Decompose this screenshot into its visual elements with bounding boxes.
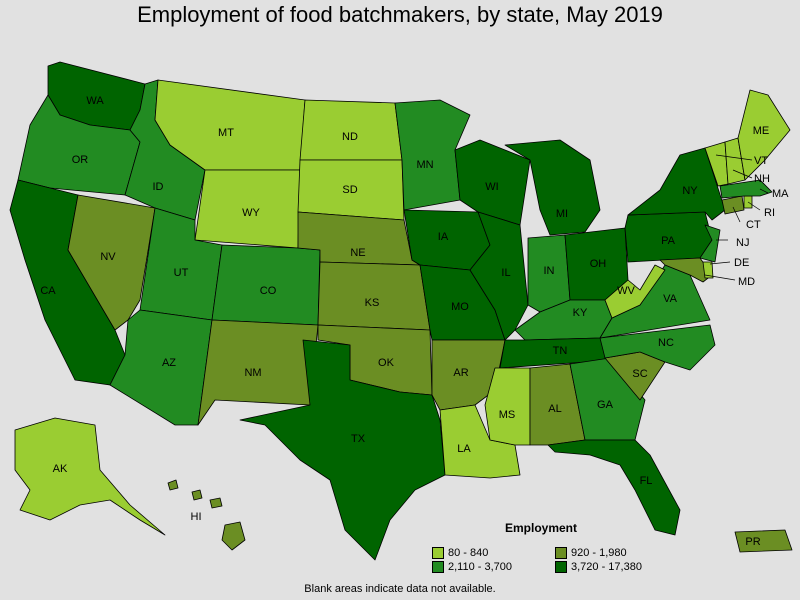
label-mi: MI bbox=[556, 208, 568, 220]
label-in: IN bbox=[544, 265, 555, 277]
map-title: Employment of food batchmakers, by state… bbox=[137, 2, 663, 27]
state-tx[interactable] bbox=[239, 339, 446, 561]
label-wa: WA bbox=[86, 95, 104, 107]
label-mo: MO bbox=[451, 301, 469, 313]
label-ut: UT bbox=[174, 267, 189, 279]
label-ks: KS bbox=[365, 297, 380, 309]
legend-item-4: 3,720 - 17,380 bbox=[555, 561, 642, 573]
label-sd: SD bbox=[342, 184, 357, 196]
label-id: ID bbox=[153, 181, 164, 193]
label-ct: CT bbox=[746, 219, 761, 231]
state-nd[interactable] bbox=[299, 99, 403, 161]
state-wv[interactable] bbox=[604, 264, 666, 319]
state-me[interactable] bbox=[737, 89, 791, 181]
label-az: AZ bbox=[162, 357, 176, 369]
legend-swatch bbox=[432, 547, 444, 559]
label-co: CO bbox=[260, 285, 277, 297]
label-nh: NH bbox=[754, 173, 770, 185]
label-ky: KY bbox=[573, 307, 588, 319]
label-hi: HI bbox=[191, 511, 202, 523]
state-mi[interactable] bbox=[504, 139, 601, 236]
state-md[interactable] bbox=[659, 257, 713, 283]
legend-item-3: 2,110 - 3,700 bbox=[432, 561, 512, 573]
label-ri: RI bbox=[764, 207, 775, 219]
label-vt: VT bbox=[754, 155, 768, 167]
label-tx: TX bbox=[351, 433, 366, 445]
label-mt: MT bbox=[218, 127, 234, 139]
legend-label: 80 - 840 bbox=[448, 547, 489, 559]
label-il: IL bbox=[501, 267, 510, 279]
label-ga: GA bbox=[597, 399, 614, 411]
label-nv: NV bbox=[100, 251, 116, 263]
state-ks[interactable] bbox=[317, 261, 431, 331]
label-ak: AK bbox=[53, 463, 68, 475]
state-ak[interactable] bbox=[14, 417, 166, 536]
state-labels: WA OR CA NV ID MT WY UT AZ CO NM ND SD N… bbox=[40, 95, 789, 548]
legend-label: 920 - 1,980 bbox=[571, 547, 627, 559]
label-ne: NE bbox=[350, 247, 365, 259]
label-pr: PR bbox=[745, 536, 760, 548]
label-ms: MS bbox=[499, 409, 516, 421]
legend-item-2: 920 - 1,980 bbox=[555, 547, 627, 559]
label-tn: TN bbox=[553, 345, 568, 357]
footnote: Blank areas indicate data not available. bbox=[304, 583, 496, 595]
label-me: ME bbox=[753, 125, 770, 137]
legend-swatch bbox=[555, 547, 567, 559]
label-mn: MN bbox=[416, 159, 433, 171]
legend-swatch bbox=[555, 561, 567, 573]
legend-title: Employment bbox=[505, 521, 578, 535]
state-hi[interactable] bbox=[167, 479, 246, 551]
state-de[interactable] bbox=[702, 261, 714, 279]
state-ms[interactable] bbox=[484, 367, 531, 446]
label-de: DE bbox=[734, 257, 749, 269]
state-nc[interactable] bbox=[599, 324, 716, 371]
label-fl: FL bbox=[640, 475, 653, 487]
label-oh: OH bbox=[590, 258, 607, 270]
label-md: MD bbox=[738, 276, 755, 288]
label-nd: ND bbox=[342, 131, 358, 143]
label-wv: WV bbox=[617, 285, 635, 297]
legend-item-1: 80 - 840 bbox=[432, 547, 488, 559]
label-nm: NM bbox=[244, 367, 261, 379]
label-or: OR bbox=[72, 154, 89, 166]
state-ma[interactable] bbox=[719, 179, 773, 199]
state-fl[interactable] bbox=[547, 439, 681, 536]
legend-swatch bbox=[432, 561, 444, 573]
state-ct[interactable] bbox=[721, 195, 745, 215]
label-ar: AR bbox=[453, 367, 468, 379]
label-ok: OK bbox=[378, 357, 395, 369]
state-ny[interactable] bbox=[627, 147, 726, 221]
label-ny: NY bbox=[682, 185, 698, 197]
state-wi[interactable] bbox=[454, 139, 531, 226]
legend-label: 2,110 - 3,700 bbox=[448, 561, 513, 573]
legend-label: 3,720 - 17,380 bbox=[571, 561, 642, 573]
label-la: LA bbox=[457, 443, 471, 455]
label-ca: CA bbox=[40, 285, 56, 297]
label-wi: WI bbox=[485, 181, 498, 193]
label-wy: WY bbox=[242, 207, 260, 219]
state-nm[interactable] bbox=[197, 319, 319, 426]
state-nj[interactable] bbox=[699, 224, 721, 263]
label-nj: NJ bbox=[736, 237, 749, 249]
label-al: AL bbox=[548, 403, 561, 415]
state-pr[interactable] bbox=[734, 529, 793, 553]
label-pa: PA bbox=[661, 235, 676, 247]
label-ma: MA bbox=[772, 188, 789, 200]
label-leader-lines bbox=[704, 154, 769, 281]
state-la[interactable] bbox=[439, 404, 521, 479]
label-va: VA bbox=[663, 293, 678, 305]
label-ia: IA bbox=[438, 231, 449, 243]
label-sc: SC bbox=[632, 368, 647, 380]
label-nc: NC bbox=[658, 337, 674, 349]
